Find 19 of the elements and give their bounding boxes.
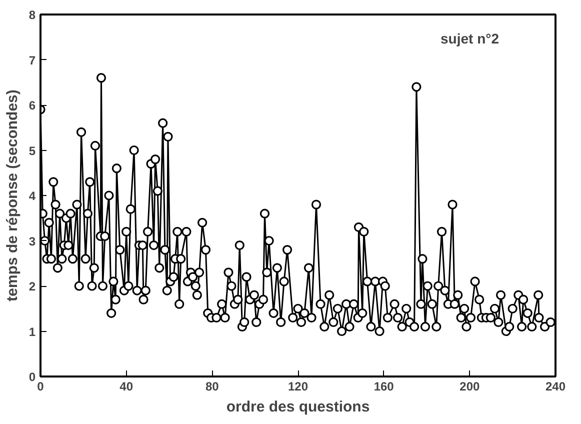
x-tick-label: 200 [460,380,480,394]
y-tick-label: 3 [28,234,36,248]
x-tick-label: 160 [374,380,394,394]
y-axis-title: temps de réponse (secondes) [4,90,21,302]
y-tick-label: 2 [28,280,36,294]
annotation: sujet n°2 [440,30,500,46]
x-tick-label: 40 [120,380,134,394]
y-tick-label: 8 [28,8,36,22]
y-tick-label: 1 [28,324,36,339]
y-tick-label: 0 [28,370,36,384]
y-tick-label: 4 [28,189,36,203]
x-tick-label: 120 [288,380,308,394]
y-tick-label: 6 [28,98,36,112]
y-tick-label: 5 [28,144,36,158]
y-tick-label: 7 [28,53,36,68]
x-tick-label: 240 [545,380,566,394]
x-axis-title: ordre des questions [226,398,370,416]
x-tick-label: 80 [205,380,220,394]
x-tick-label: 0 [37,380,44,394]
